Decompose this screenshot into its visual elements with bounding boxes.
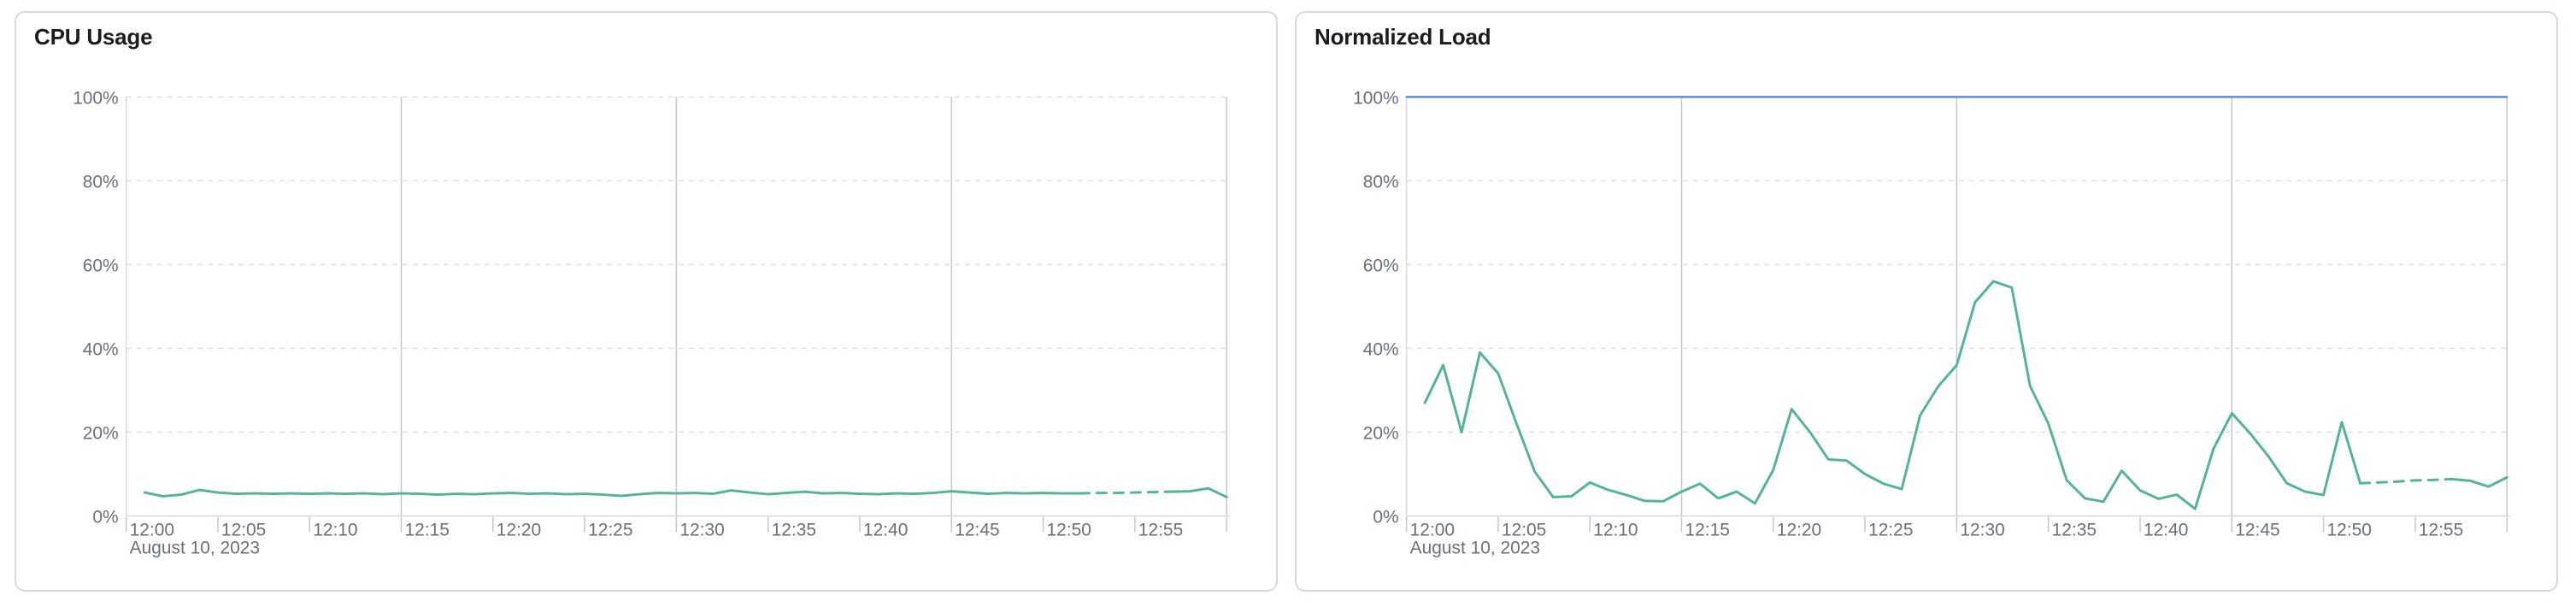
y-axis-tick-label: 20%	[83, 423, 119, 443]
y-axis-tick-label: 80%	[83, 172, 119, 192]
x-axis-tick-label: 12:50	[1047, 520, 1091, 539]
x-axis-tick-label: 12:25	[1868, 520, 1913, 539]
series-normalized-load	[1423, 280, 2362, 510]
y-axis-tick-label: 0%	[92, 507, 118, 527]
y-axis-tick-label: 20%	[1363, 423, 1399, 443]
panel-normalized-load: Normalized Load 0% 20% 40% 60% 80% 100% 12:00 1…	[1295, 11, 2558, 592]
x-axis-tick-label: 12:30	[679, 520, 724, 539]
series-normalized-load	[2450, 475, 2508, 488]
x-axis-date-label: August 10, 2023	[1410, 538, 1540, 557]
x-axis-tick-label: 12:05	[1502, 520, 1546, 539]
x-axis-tick-label: 12:25	[588, 520, 632, 539]
y-axis-tick-label: 0%	[1373, 507, 1398, 527]
x-axis-tick-label: 12:55	[1138, 520, 1183, 539]
x-axis-tick-label: 12:35	[2052, 520, 2097, 539]
x-axis-tick-label: 12:45	[955, 520, 999, 539]
series-cpu-usage	[143, 488, 1082, 498]
x-axis-tick-label: 12:55	[2419, 520, 2463, 539]
x-axis-tick-label: 12:00	[130, 520, 174, 539]
y-axis-tick-label: 40%	[1363, 339, 1399, 359]
y-axis-tick-label: 60%	[1363, 256, 1399, 275]
x-axis-tick-label: 12:10	[1593, 520, 1638, 539]
panel-title-normalized-load: Normalized Load	[1314, 24, 1491, 50]
x-axis-tick-label: 12:15	[405, 520, 450, 539]
x-axis-tick-label: 12:35	[772, 520, 816, 539]
x-axis-tick-label: 12:50	[2327, 520, 2372, 539]
x-axis-tick-label: 12:00	[1410, 520, 1455, 539]
y-axis-tick-label: 40%	[83, 339, 119, 359]
panel-cpu-usage: CPU Usage 0% 20% 40% 60% 80% 100% 12:00 12:05 12…	[15, 11, 1278, 592]
x-axis-tick-label: 12:20	[1777, 520, 1821, 539]
cpu-usage-chart[interactable]: 0% 20% 40% 60% 80% 100% 12:00 12:05 12:10 12:15 12…	[16, 13, 1276, 590]
x-axis-tick-label: 12:40	[863, 520, 908, 539]
x-axis-tick-label: 12:40	[2144, 520, 2188, 539]
y-axis-tick-label: 100%	[1353, 88, 1399, 108]
x-axis-tick-label: 12:05	[221, 520, 266, 539]
panel-title-cpu-usage: CPU Usage	[34, 24, 153, 50]
x-axis-tick-label: 12:45	[2235, 520, 2279, 539]
series-cpu-usage-partial	[1079, 490, 1173, 495]
normalized-load-chart[interactable]: 0% 20% 40% 60% 80% 100% 12:00 12:05 12:10 12:15 12…	[1297, 13, 2556, 590]
x-axis-tick-label: 12:20	[497, 520, 541, 539]
x-axis-tick-label: 12:10	[313, 520, 357, 539]
x-axis-tick-label: 12:30	[1960, 520, 2004, 539]
series-cpu-usage	[1170, 486, 1228, 498]
series-normalized-load-partial	[2359, 477, 2454, 485]
x-axis-date-label: August 10, 2023	[130, 538, 260, 557]
y-axis-tick-label: 80%	[1363, 172, 1399, 192]
y-axis-tick-label: 100%	[73, 88, 119, 108]
x-axis-tick-label: 12:15	[1685, 520, 1730, 539]
y-axis-tick-label: 60%	[83, 256, 119, 275]
